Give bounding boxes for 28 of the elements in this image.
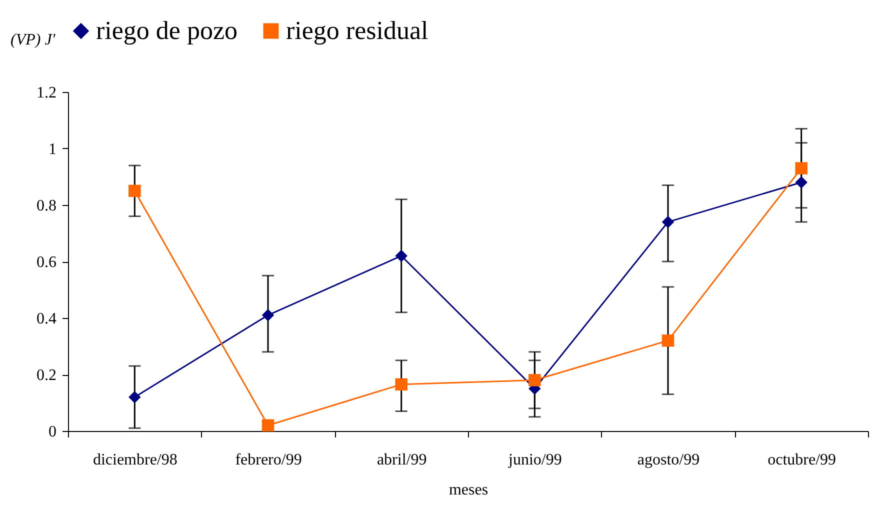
y-tick-label: 0.6: [36, 254, 56, 271]
point: [395, 250, 408, 262]
point: [262, 309, 274, 322]
x-axis-title: meses: [448, 482, 488, 498]
point: [795, 162, 808, 174]
x-tick-label: agosto/99: [637, 452, 700, 468]
legend-label: riego residual: [286, 16, 428, 45]
point: [128, 390, 141, 404]
point: [128, 184, 141, 197]
legend-label: riego de pozo: [96, 16, 238, 45]
y-axis-title: (VP) J': [10, 32, 56, 48]
y-tick-label: 1.2: [36, 84, 56, 102]
y-tick-label: 0: [48, 424, 56, 440]
y-tick-label: 1: [48, 141, 56, 158]
y-tick-label: 0.8: [36, 198, 56, 214]
x-tick-label: junio/99: [507, 452, 562, 468]
x-tick-label: abril/99: [376, 452, 427, 468]
point: [662, 334, 674, 347]
point: [262, 419, 274, 432]
point: [795, 176, 808, 189]
point: [528, 374, 541, 386]
point: [662, 216, 674, 228]
y-tick-label: 0.4: [36, 310, 56, 328]
y-tick-label: 0.2: [36, 367, 56, 384]
x-tick-label: febrero/99: [235, 452, 302, 468]
x-tick-label: diciembre/98: [92, 452, 178, 468]
x-tick-label: octubre/99: [768, 452, 836, 468]
point: [395, 378, 408, 391]
